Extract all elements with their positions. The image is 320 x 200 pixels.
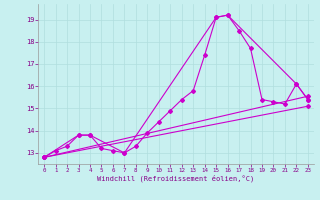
X-axis label: Windchill (Refroidissement éolien,°C): Windchill (Refroidissement éolien,°C) [97,175,255,182]
